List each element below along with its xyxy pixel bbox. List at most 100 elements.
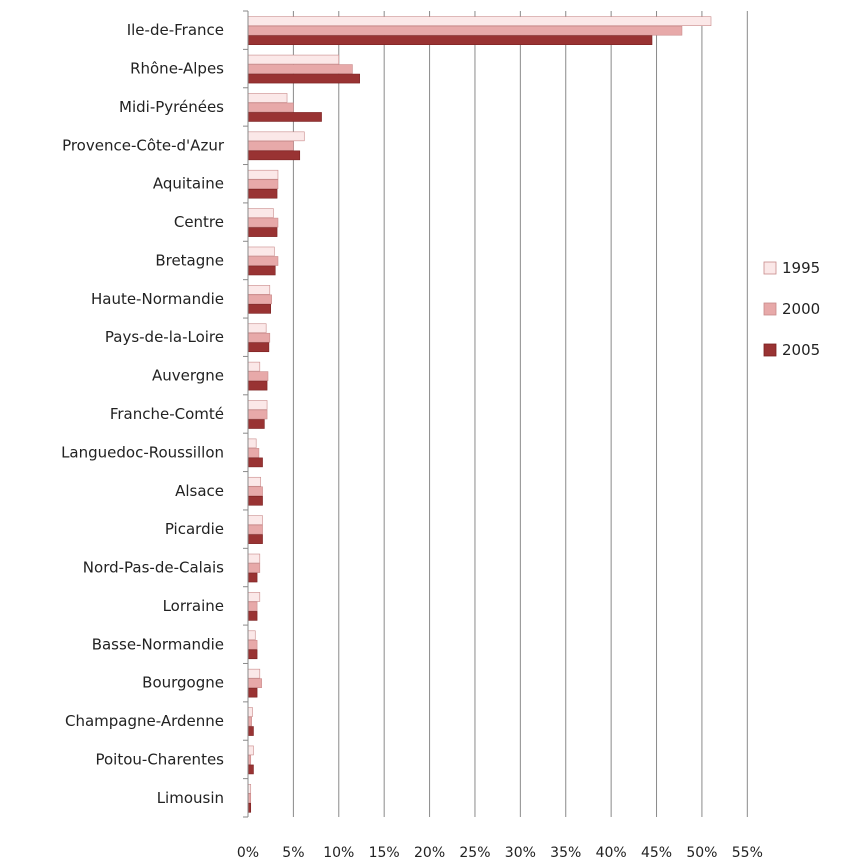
- bar-ile-de-france-2000: [247, 25, 683, 36]
- category-label-haute-normandie: Haute-Normandie: [91, 290, 224, 308]
- bar-midi-pyrenees-2000: [247, 102, 294, 113]
- bar-languedoc-roussillon-2005: [247, 457, 263, 468]
- bar-bretagne-1995: [247, 246, 275, 257]
- axes: [243, 10, 249, 818]
- bar-basse-normandie-2000: [247, 639, 258, 650]
- bar-provence-cote-d-azur-1995: [247, 131, 305, 142]
- bar-provence-cote-d-azur-2000: [247, 141, 294, 151]
- bar-centre-2000: [247, 217, 279, 228]
- bar-bretagne-2000: [247, 256, 279, 266]
- category-label-champagne-ardenne: Champagne-Ardenne: [65, 712, 224, 730]
- category-label-rhone-alpes: Rhône-Alpes: [130, 60, 224, 78]
- bar-lorraine-2000: [247, 601, 258, 612]
- bar-nord-pas-de-calais-2000: [247, 563, 261, 573]
- bar-alsace-1995: [247, 476, 262, 487]
- category-label-franche-comte: Franche-Comté: [110, 405, 224, 423]
- x-tick-label: 20%: [414, 845, 445, 861]
- bar-aquitaine-1995: [247, 169, 279, 180]
- bar-auvergne-1995: [247, 361, 261, 372]
- bar-picardie-2005: [247, 534, 263, 544]
- bar-haute-normandie-2000: [247, 294, 272, 305]
- legend-swatch-1995: [763, 261, 777, 275]
- bar-champagne-ardenne-2000: [247, 716, 252, 727]
- bar-franche-comte-1995: [247, 400, 268, 410]
- bar-nord-pas-de-calais-2005: [247, 572, 258, 583]
- bar-basse-normandie-2005: [247, 649, 258, 660]
- bar-alsace-2000: [247, 486, 263, 497]
- x-tick-label: 10%: [323, 845, 354, 861]
- bar-haute-normandie-1995: [247, 285, 271, 295]
- bar-poitou-charentes-2005: [247, 764, 254, 775]
- bar-nord-pas-de-calais-1995: [247, 553, 261, 564]
- bar-rhone-alpes-1995: [247, 54, 340, 65]
- category-label-aquitaine: Aquitaine: [153, 175, 224, 193]
- category-label-basse-normandie: Basse-Normandie: [92, 635, 224, 653]
- category-label-pays-de-la-loire: Pays-de-la-Loire: [105, 328, 224, 346]
- bar-poitou-charentes-1995: [247, 745, 254, 756]
- category-label-ile-de-france: Ile-de-France: [127, 21, 224, 39]
- legend-swatch-2000: [763, 302, 777, 316]
- bar-pays-de-la-loire-2000: [247, 332, 271, 343]
- gridlines: [292, 11, 748, 817]
- bar-languedoc-roussillon-1995: [247, 438, 257, 449]
- bar-auvergne-2005: [247, 380, 268, 391]
- bar-franche-comte-2005: [247, 419, 265, 429]
- x-tick-label: 55%: [732, 845, 763, 861]
- x-tick-label: 30%: [505, 845, 536, 861]
- bar-champagne-ardenne-1995: [247, 707, 253, 717]
- bar-aquitaine-2000: [247, 179, 279, 190]
- bar-lorraine-2005: [247, 611, 258, 621]
- category-label-bourgogne: Bourgogne: [142, 674, 224, 692]
- bar-centre-1995: [247, 208, 274, 218]
- category-label-lorraine: Lorraine: [163, 597, 224, 615]
- legend-label-2000: 2000: [782, 300, 820, 318]
- bar-franche-comte-2000: [247, 409, 268, 420]
- bar-ile-de-france-2005: [247, 35, 653, 45]
- bar-midi-pyrenees-2005: [247, 112, 322, 122]
- category-label-limousin: Limousin: [157, 789, 224, 807]
- bar-bretagne-2005: [247, 265, 276, 276]
- legend: 1995 2000 2005: [763, 259, 820, 359]
- x-tick-label: 45%: [641, 845, 672, 861]
- x-tick-label: 15%: [369, 845, 400, 861]
- category-label-midi-pyrenees: Midi-Pyrénées: [119, 98, 224, 116]
- x-tick-label: 35%: [550, 845, 581, 861]
- bars: [247, 16, 712, 813]
- category-label-provence-cote-d-azur: Provence-Côte-d'Azur: [62, 136, 225, 154]
- bar-bourgogne-2000: [247, 678, 262, 688]
- category-label-poitou-charentes: Poitou-Charentes: [95, 750, 224, 768]
- bar-rhone-alpes-2005: [247, 73, 360, 84]
- category-label-picardie: Picardie: [165, 520, 224, 538]
- bar-aquitaine-2005: [247, 188, 278, 199]
- bar-auvergne-2000: [247, 371, 269, 381]
- bar-picardie-2000: [247, 524, 263, 535]
- bar-champagne-ardenne-2005: [247, 726, 254, 736]
- category-label-nord-pas-de-calais: Nord-Pas-de-Calais: [83, 559, 224, 577]
- x-tick-label: 40%: [596, 845, 627, 861]
- bar-haute-normandie-2005: [247, 304, 271, 314]
- bar-alsace-2005: [247, 495, 263, 506]
- bar-bourgogne-1995: [247, 668, 261, 679]
- category-labels: Ile-de-France Rhône-Alpes Midi-Pyrénées Pro…: [61, 21, 225, 807]
- bar-pays-de-la-loire-1995: [247, 323, 267, 334]
- bar-bourgogne-2005: [247, 687, 258, 698]
- bar-rhone-alpes-2000: [247, 64, 353, 74]
- bar-basse-normandie-1995: [247, 630, 256, 641]
- x-tick-labels: 0% 5% 10% 15% 20% 25% 30% 35% 40% 45% 50% 55%: [237, 845, 763, 861]
- category-label-alsace: Alsace: [175, 482, 224, 500]
- bar-picardie-1995: [247, 515, 263, 525]
- x-tick-label: 5%: [282, 845, 304, 861]
- bar-provence-cote-d-azur-2005: [247, 150, 301, 161]
- bar-lorraine-1995: [247, 592, 261, 602]
- legend-swatch-2005: [763, 343, 777, 357]
- legend-label-2005: 2005: [782, 341, 820, 359]
- category-label-bretagne: Bretagne: [155, 251, 224, 269]
- category-label-auvergne: Auvergne: [152, 367, 224, 385]
- bar-pays-de-la-loire-2005: [247, 342, 270, 353]
- x-tick-label: 0%: [237, 845, 259, 861]
- legend-label-1995: 1995: [782, 259, 820, 277]
- x-tick-label: 25%: [459, 845, 490, 861]
- category-label-languedoc-roussillon: Languedoc-Roussillon: [61, 443, 224, 461]
- bar-midi-pyrenees-1995: [247, 93, 288, 103]
